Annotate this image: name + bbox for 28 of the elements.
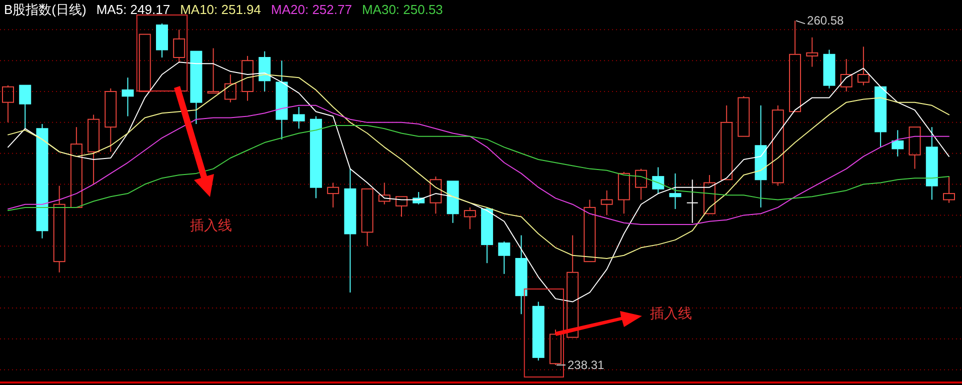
candlestick	[276, 60, 288, 140]
candlestick	[327, 182, 340, 208]
annotation: 插入线	[190, 217, 232, 233]
candlestick	[806, 36, 818, 68]
text: MA10: 251.94	[180, 2, 262, 17]
candlestick	[53, 185, 66, 273]
annotation: 238.31	[567, 358, 605, 372]
candlestick	[600, 190, 613, 216]
candlestick	[224, 74, 236, 103]
chart-title: B股指数(日线)	[4, 2, 86, 17]
annotation: 插入线	[650, 305, 692, 321]
candlestick	[669, 172, 682, 210]
candlestick	[686, 179, 698, 224]
candlestick	[88, 114, 100, 185]
text: MA5: 249.17	[96, 2, 170, 17]
candlestick	[310, 116, 322, 199]
candlestick	[926, 126, 938, 200]
text: MA20: 252.77	[271, 2, 352, 17]
candlestick	[754, 104, 767, 208]
candlestick	[122, 77, 134, 117]
candlestick	[344, 168, 356, 293]
candlestick	[943, 176, 955, 204]
candlestick	[515, 234, 528, 315]
candlestick	[292, 106, 305, 130]
candlestick	[892, 130, 904, 157]
candlestick	[857, 46, 870, 86]
annotation: 260.58	[807, 14, 844, 28]
text: MA30: 250.53	[362, 2, 443, 17]
